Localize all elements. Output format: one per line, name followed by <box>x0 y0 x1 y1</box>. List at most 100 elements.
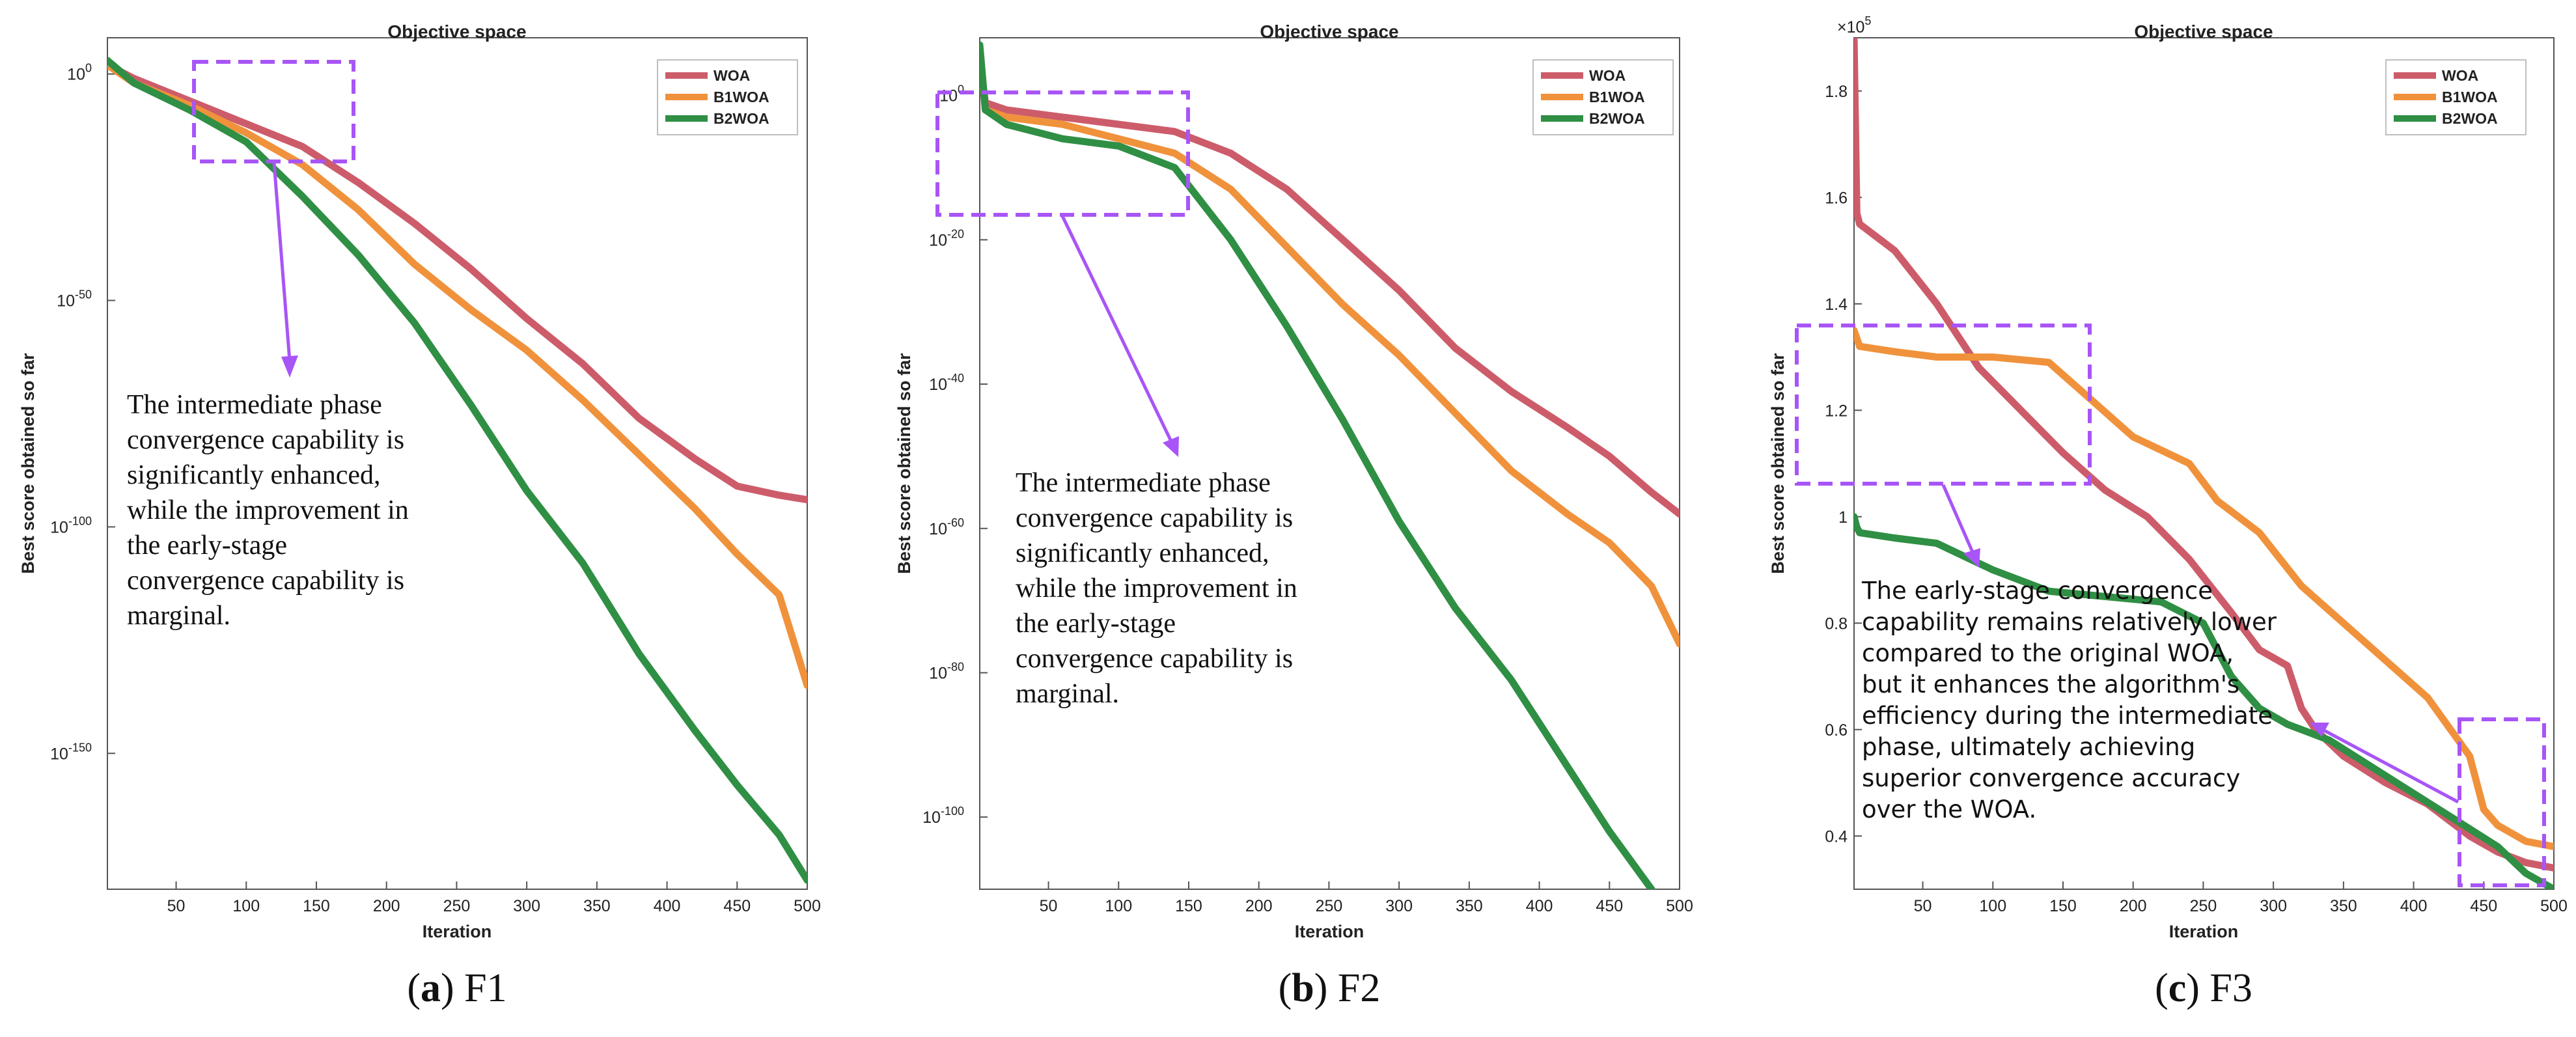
panel-c-highlight-box-early <box>1795 324 2092 486</box>
panel-b-annotation: The intermediate phase convergence capab… <box>1016 468 1297 709</box>
panel-b-x-tick-label: 450 <box>1596 897 1623 915</box>
panel-c-caption: (c) F3 <box>2155 966 2252 1010</box>
panel-c-x-tick-label: 100 <box>1979 897 2006 915</box>
panel-b-legend-woa: WOA <box>1589 67 1626 84</box>
panel-b-caption: (b) F2 <box>1279 966 1381 1010</box>
panel-c-x-tick-label: 50 <box>1914 897 1932 915</box>
panel-c-x-tick-label: 150 <box>2049 897 2077 915</box>
panel-b-x-tick-label: 200 <box>1245 897 1273 915</box>
panel-a-arrowhead <box>281 355 298 378</box>
panel-c-caption-text: F3 <box>2209 966 2252 1010</box>
panel-b-caption-letter: b <box>1292 966 1314 1010</box>
panel-a-annotation-line-6: convergence capability is <box>127 566 404 596</box>
panel-a-x-tick-label: 500 <box>794 897 821 915</box>
panel-c-annotation-line-7: superior convergence accuracy <box>1862 764 2240 792</box>
panel-b-y-tick-label: 100 <box>939 83 964 105</box>
panel-c-arrowhead-early <box>1963 548 1980 568</box>
panel-c-x-tick-label: 300 <box>2260 897 2287 915</box>
panel-c-y-tick-label: 1 <box>1838 508 1848 527</box>
panel-c-annotation-line-3: compared to the original WOA, <box>1862 639 2234 667</box>
panel-b-annotation-line-7: marginal. <box>1016 679 1119 709</box>
panel-c-x-tick-label: 350 <box>2330 897 2357 915</box>
panel-a-x-tick-label: 350 <box>583 897 611 915</box>
panel-a-y-tick-label: 10-100 <box>50 514 92 536</box>
panel-c-y-tick-label: 1.4 <box>1825 296 1848 314</box>
panel-b-series-woa <box>980 55 1680 518</box>
panel-c-annotation-line-8: over the WOA. <box>1862 795 2036 823</box>
panel-b-annotation-line-5: the early-stage <box>1016 609 1176 639</box>
panel-b-x-tick-label: 400 <box>1526 897 1553 915</box>
panel-a-x-ticks: 50 100 150 200 250 300 350 400 450 500 <box>167 881 821 915</box>
panel-a-legend-woa: WOA <box>713 67 750 84</box>
panel-b-plot-area <box>979 37 1680 890</box>
panel-a-series-b2woa <box>107 57 807 884</box>
panel-a-caption-text: F1 <box>464 966 506 1010</box>
panel-c-x-tick-label: 500 <box>2540 897 2568 915</box>
panel-a-series-woa <box>107 61 807 504</box>
panel-c-arrowhead-late <box>2310 723 2329 737</box>
panel-c-y-tick-label: 0.4 <box>1825 827 1848 846</box>
panel-a-annotation-line-3: significantly enhanced, <box>127 460 381 490</box>
panel-a-arrow-line <box>272 162 292 362</box>
panel-a-legend-b2woa: B2WOA <box>713 110 769 127</box>
panel-b-series-b1woa <box>980 48 1680 648</box>
panel-a-x-axis-label: Iteration <box>422 922 492 941</box>
panel-a-plot-area <box>107 37 808 890</box>
panel-b-annotation-line-1: The intermediate phase <box>1016 468 1271 498</box>
panel-c-series <box>1854 38 2554 889</box>
panel-b-x-tick-label: 150 <box>1175 897 1202 915</box>
panel-c-chart: Objective space Iteration Best score obt… <box>1768 14 2568 1010</box>
panel-b-x-tick-label: 250 <box>1316 897 1343 915</box>
panel-c-caption-letter: c <box>2168 966 2187 1010</box>
panel-c-series-b2woa <box>1854 513 2554 889</box>
panel-b-arrowhead <box>1163 436 1179 457</box>
panel-a-y-ticks: 100 10-50 10-100 10-150 <box>50 62 115 763</box>
panel-a-y-tick-label: 100 <box>67 62 92 84</box>
panel-a-x-tick-label: 50 <box>167 897 186 915</box>
panel-b-highlight-box <box>935 90 1190 217</box>
panel-a-annotation-line-1: The intermediate phase <box>127 390 382 420</box>
panel-a-chart: Objective space Iteration Best score obt… <box>18 21 821 1010</box>
panel-b-legend-b1woa: B1WOA <box>1589 89 1645 105</box>
panel-c-y-axis-label: Best score obtained so far <box>1768 353 1788 574</box>
panel-a-y-axis-label: Best score obtained so far <box>18 353 38 574</box>
panel-b-annotation-line-3: significantly enhanced, <box>1016 538 1269 568</box>
panel-a-x-tick-label: 250 <box>443 897 471 915</box>
panel-a-annotation-line-7: marginal. <box>127 601 230 631</box>
panel-c-legend-b1woa: B1WOA <box>2442 89 2498 105</box>
panel-a-legend-b1woa: B1WOA <box>713 89 769 105</box>
panel-b-legend: WOA B1WOA B2WOA <box>1532 59 1674 135</box>
panel-c-x-ticks: 50 100 150 200 250 300 350 400 450 500 <box>1914 881 2568 915</box>
panel-b-annotation-line-2: convergence capability is <box>1016 503 1293 533</box>
panel-c-x-tick-label: 450 <box>2470 897 2497 915</box>
panel-b-chart: Objective space Iteration Best score obt… <box>894 21 1693 1010</box>
panel-b-y-tick-label: 10-20 <box>929 227 964 249</box>
panel-a-annotation-line-5: the early-stage <box>127 531 287 560</box>
panel-b-annotation-line-4: while the improvement in <box>1016 574 1297 603</box>
panel-a-x-tick-label: 100 <box>232 897 260 915</box>
panel-c-y-tick-label: 1.6 <box>1825 189 1848 207</box>
panel-a-y-tick-label: 10-50 <box>57 288 92 311</box>
panel-b-y-ticks: 100 10-20 10-40 10-60 10-80 10-100 <box>922 83 988 827</box>
panel-c-highlight-box-late <box>2458 717 2546 887</box>
panel-b-caption-text: F2 <box>1338 966 1380 1010</box>
panel-c-annotation-line-2: capability remains relatively lower <box>1862 608 2277 636</box>
panel-c-y-tick-label: 1.8 <box>1825 83 1848 101</box>
panel-b-x-tick-label: 350 <box>1456 897 1483 915</box>
panel-a-legend: WOA B1WOA B2WOA <box>657 59 798 135</box>
panel-b-y-tick-label: 10-40 <box>929 372 964 394</box>
panel-b-legend-b2woa: B2WOA <box>1589 110 1645 127</box>
panel-a-x-tick-label: 300 <box>513 897 540 915</box>
panel-c-legend-b2woa: B2WOA <box>2442 110 2498 127</box>
panel-b-arrow-line <box>1060 215 1174 444</box>
panel-c-scale-exp: 5 <box>1864 14 1871 27</box>
panel-c-annotation-line-1: The early-stage convergence <box>1861 577 2213 605</box>
panel-b-x-tick-label: 300 <box>1385 897 1413 915</box>
panel-c-annotation: The early-stage convergence capability r… <box>1861 577 2277 823</box>
panel-b-series <box>980 41 1680 889</box>
panel-a-annotation-line-4: while the improvement in <box>127 495 409 525</box>
panel-a-annotation-line-2: convergence capability is <box>127 425 404 455</box>
panel-c-legend-woa: WOA <box>2442 67 2478 84</box>
panel-b-x-tick-label: 500 <box>1666 897 1693 915</box>
panel-b-y-tick-label: 10-80 <box>929 660 964 682</box>
